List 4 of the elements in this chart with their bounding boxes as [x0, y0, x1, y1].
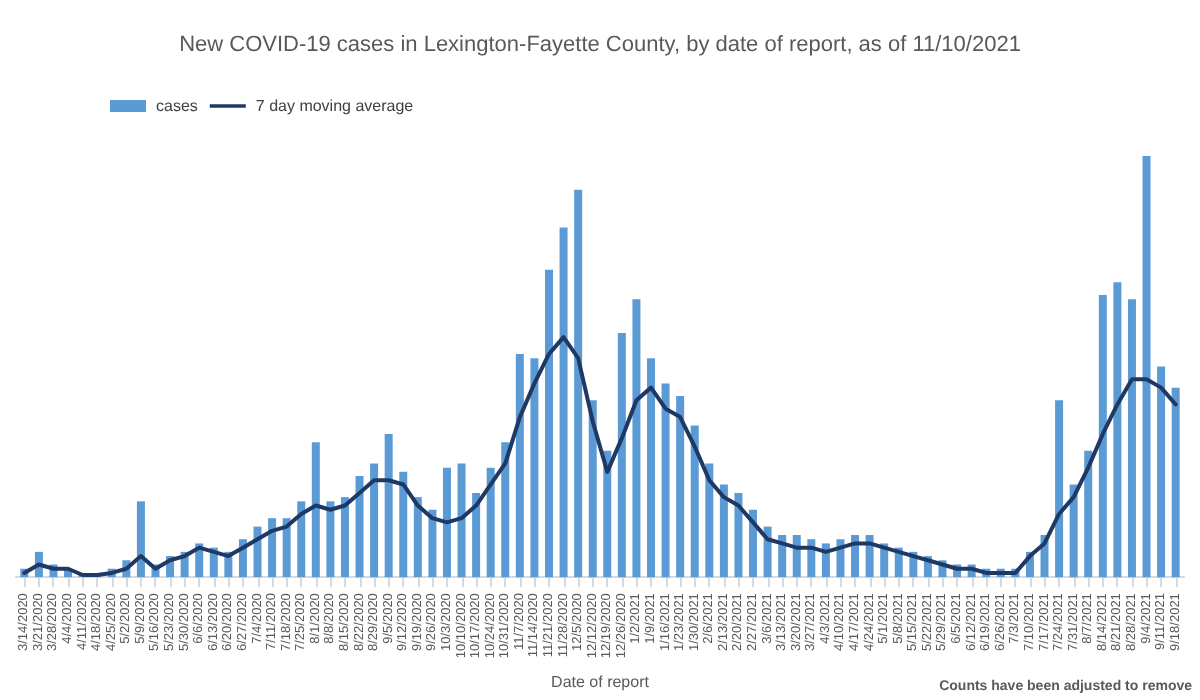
legend-label: cases — [156, 97, 198, 115]
chart-title: New COVID-19 cases in Lexington-Fayette County, by date of report, as of 11/10/2021 — [179, 33, 1021, 57]
x-axis-title: Date of report — [551, 673, 651, 691]
legend-label: 7 day moving average — [255, 97, 415, 115]
